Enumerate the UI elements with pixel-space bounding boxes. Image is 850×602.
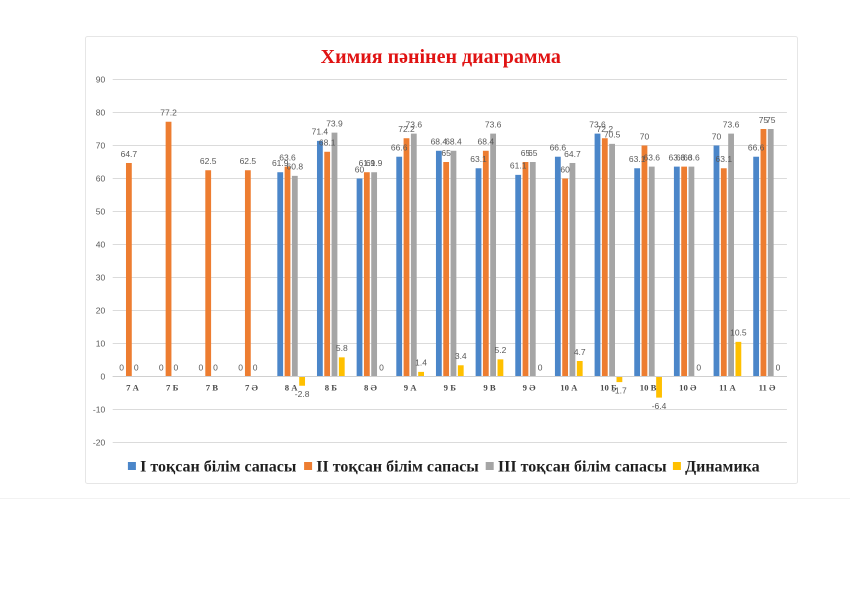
- svg-text:66.6: 66.6: [391, 143, 408, 153]
- svg-text:68.4: 68.4: [478, 137, 495, 147]
- svg-text:63.1: 63.1: [470, 154, 487, 164]
- svg-text:11 Ә: 11 Ә: [759, 382, 776, 392]
- svg-text:63.1: 63.1: [629, 154, 646, 164]
- svg-text:8 Б: 8 Б: [325, 382, 338, 392]
- svg-text:73.6: 73.6: [485, 119, 502, 129]
- svg-text:-2.8: -2.8: [295, 389, 310, 399]
- svg-text:90: 90: [96, 74, 106, 84]
- svg-text:50: 50: [96, 206, 106, 216]
- svg-text:30: 30: [96, 272, 106, 282]
- svg-text:Химия пәнінен диаграмма: Химия пәнінен диаграмма: [321, 46, 561, 68]
- svg-text:10 В: 10 В: [640, 382, 657, 392]
- svg-text:70: 70: [712, 131, 722, 141]
- svg-text:9 А: 9 А: [404, 382, 418, 392]
- svg-text:II тоқсан білім сапасы: II тоқсан білім сапасы: [316, 459, 479, 476]
- svg-text:72.2: 72.2: [398, 124, 415, 134]
- svg-text:65: 65: [521, 148, 531, 158]
- svg-text:62.5: 62.5: [200, 156, 217, 166]
- svg-text:60.8: 60.8: [287, 162, 304, 172]
- svg-text:-20: -20: [93, 437, 106, 447]
- svg-text:-6.4: -6.4: [652, 401, 667, 411]
- svg-text:9 Ә: 9 Ә: [523, 382, 537, 392]
- svg-text:75: 75: [766, 115, 776, 125]
- svg-text:8 А: 8 А: [285, 382, 299, 392]
- svg-text:73.6: 73.6: [723, 119, 740, 129]
- svg-text:0: 0: [776, 362, 781, 372]
- svg-text:70.5: 70.5: [604, 130, 621, 140]
- svg-text:0: 0: [199, 362, 204, 372]
- svg-text:I тоқсан білім сапасы: I тоқсан білім сапасы: [140, 459, 297, 476]
- svg-text:63.6: 63.6: [669, 152, 686, 162]
- svg-text:5.2: 5.2: [495, 345, 507, 355]
- svg-text:68.4: 68.4: [445, 137, 462, 147]
- svg-text:Динамика: Динамика: [685, 459, 760, 476]
- svg-text:63.6: 63.6: [676, 152, 693, 162]
- svg-text:60: 60: [560, 164, 570, 174]
- svg-text:75: 75: [759, 115, 769, 125]
- svg-text:68.1: 68.1: [319, 138, 336, 148]
- svg-text:64.7: 64.7: [121, 149, 138, 159]
- svg-text:77.2: 77.2: [160, 108, 177, 118]
- svg-text:0: 0: [159, 362, 164, 372]
- svg-text:10 Ә: 10 Ә: [679, 382, 697, 392]
- svg-text:3.4: 3.4: [455, 351, 467, 361]
- svg-text:5.8: 5.8: [336, 343, 348, 353]
- svg-text:7 Ә: 7 Ә: [245, 382, 259, 392]
- svg-text:0: 0: [379, 362, 384, 372]
- svg-text:73.9: 73.9: [326, 118, 343, 128]
- svg-text:0: 0: [173, 362, 178, 372]
- svg-text:63.6: 63.6: [643, 152, 660, 162]
- svg-text:10 А: 10 А: [560, 382, 578, 392]
- svg-text:9 В: 9 В: [483, 382, 496, 392]
- svg-text:10: 10: [96, 338, 106, 348]
- svg-text:65: 65: [441, 148, 451, 158]
- svg-text:III тоқсан білім сапасы: III тоқсан білім сапасы: [498, 459, 667, 476]
- svg-text:10.5: 10.5: [730, 328, 747, 338]
- svg-text:11 А: 11 А: [719, 382, 736, 392]
- svg-text:0: 0: [100, 371, 105, 381]
- svg-text:0: 0: [134, 362, 139, 372]
- svg-text:4.7: 4.7: [574, 347, 586, 357]
- svg-text:10 Б: 10 Б: [600, 382, 617, 392]
- svg-text:1.4: 1.4: [415, 358, 427, 368]
- svg-text:62.5: 62.5: [240, 156, 257, 166]
- svg-text:63.6: 63.6: [279, 152, 296, 162]
- svg-text:8 Ә: 8 Ә: [364, 382, 378, 392]
- svg-text:-1.7: -1.7: [612, 386, 627, 396]
- svg-text:70: 70: [640, 131, 650, 141]
- svg-text:7 В: 7 В: [206, 382, 219, 392]
- svg-text:65: 65: [528, 148, 538, 158]
- svg-text:61.9: 61.9: [359, 158, 376, 168]
- svg-text:80: 80: [96, 107, 106, 117]
- svg-text:20: 20: [96, 305, 106, 315]
- svg-text:68.4: 68.4: [431, 137, 448, 147]
- svg-text:72.2: 72.2: [597, 124, 614, 134]
- svg-text:66.6: 66.6: [550, 143, 567, 153]
- svg-text:71.4: 71.4: [312, 127, 329, 137]
- svg-text:73.6: 73.6: [589, 119, 606, 129]
- svg-text:0: 0: [238, 362, 243, 372]
- svg-text:66.6: 66.6: [748, 143, 765, 153]
- svg-text:60: 60: [355, 164, 365, 174]
- svg-text:61.9: 61.9: [272, 158, 289, 168]
- svg-text:73.6: 73.6: [406, 119, 423, 129]
- svg-text:9 Б: 9 Б: [444, 382, 457, 392]
- svg-text:70: 70: [96, 140, 106, 150]
- svg-text:64.7: 64.7: [564, 149, 581, 159]
- svg-text:0: 0: [253, 362, 258, 372]
- svg-text:0: 0: [538, 362, 543, 372]
- svg-text:61.1: 61.1: [510, 161, 527, 171]
- svg-text:40: 40: [96, 239, 106, 249]
- svg-text:0: 0: [119, 362, 124, 372]
- svg-text:7 Б: 7 Б: [166, 382, 179, 392]
- svg-text:-10: -10: [93, 404, 106, 414]
- svg-text:61.9: 61.9: [366, 158, 383, 168]
- svg-text:63.1: 63.1: [716, 154, 733, 164]
- svg-text:0: 0: [213, 362, 218, 372]
- svg-text:0: 0: [696, 362, 701, 372]
- svg-text:60: 60: [96, 173, 106, 183]
- svg-text:63.6: 63.6: [683, 152, 700, 162]
- svg-text:7 А: 7 А: [126, 382, 140, 392]
